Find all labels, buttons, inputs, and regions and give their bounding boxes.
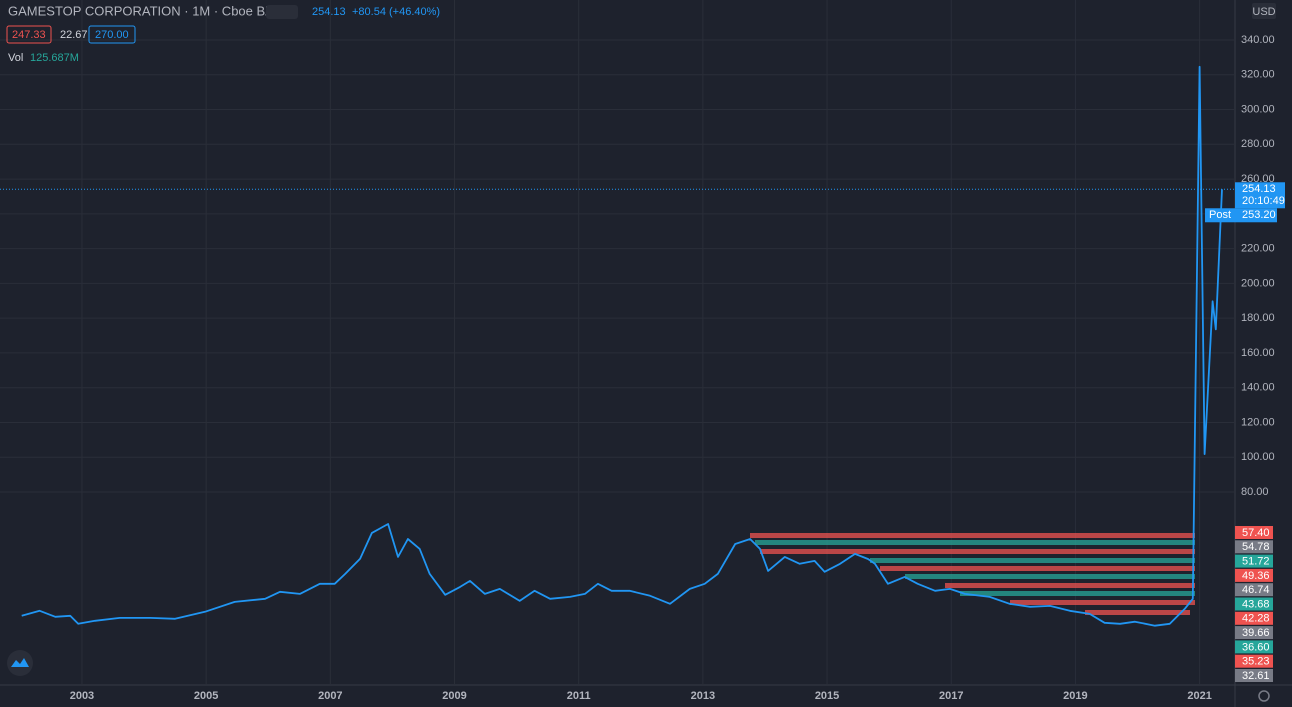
currency: USD xyxy=(1252,6,1275,18)
profile-label-box xyxy=(1235,626,1273,640)
profile-label: 51.72 xyxy=(1242,556,1270,568)
y-tick-label: 260.00 xyxy=(1241,173,1275,185)
y-tick-label: 180.00 xyxy=(1241,312,1275,324)
profile-label: 42.28 xyxy=(1242,613,1270,625)
profile-label-box xyxy=(1235,640,1273,654)
profile-row xyxy=(755,540,1195,545)
y-tick-label: 80.00 xyxy=(1241,486,1269,498)
y-tick-label: 160.00 xyxy=(1241,347,1275,359)
profile-label-box xyxy=(1235,568,1273,582)
profile-label-box xyxy=(1235,540,1273,554)
x-tick-label: 2013 xyxy=(691,690,715,702)
x-tick-label: 2019 xyxy=(1063,690,1087,702)
profile-label: 49.36 xyxy=(1242,570,1270,582)
profile-row xyxy=(870,558,1195,563)
x-tick-label: 2015 xyxy=(815,690,839,702)
volume-label: Vol xyxy=(8,52,23,64)
price-line xyxy=(21,65,1223,627)
x-tick-label: 2011 xyxy=(567,690,591,702)
profile-label-box xyxy=(1235,654,1273,668)
last-price: 254.13 xyxy=(1242,183,1276,195)
profile-row xyxy=(1085,610,1190,615)
y-tick-label: 200.00 xyxy=(1241,277,1275,289)
profile-label: 36.60 xyxy=(1242,641,1270,653)
y-tick-label: 340.00 xyxy=(1241,34,1275,46)
volume-value: 125.687M xyxy=(30,52,79,64)
y-tick-label: 120.00 xyxy=(1241,416,1275,428)
y-tick-label: 100.00 xyxy=(1241,451,1275,463)
profile-row xyxy=(880,566,1195,571)
post-price: 253.20 xyxy=(1242,209,1276,221)
profile-row xyxy=(750,533,1195,538)
logo xyxy=(7,650,33,676)
x-tick-label: 2007 xyxy=(318,690,342,702)
volume-profile xyxy=(750,533,1195,615)
profile-label: 32.61 xyxy=(1242,670,1270,682)
x-tick-label: 2021 xyxy=(1187,690,1211,702)
profile-row xyxy=(760,549,1195,554)
last-price-box xyxy=(1235,182,1285,209)
profile-label-box xyxy=(1235,583,1273,597)
post-label-box xyxy=(1205,208,1277,223)
profile-row xyxy=(945,583,1195,588)
spread: 22.67 xyxy=(60,29,88,41)
currency-box[interactable] xyxy=(1252,3,1276,19)
header-price: 254.13 xyxy=(312,6,346,18)
x-tick-label: 2017 xyxy=(939,690,963,702)
settings[interactable] xyxy=(1258,690,1270,702)
ask: 270.00 xyxy=(95,29,129,41)
profile-label: 46.74 xyxy=(1242,584,1270,596)
y-tick-label: 140.00 xyxy=(1241,382,1275,394)
ask-box xyxy=(88,25,136,44)
profile-label-box xyxy=(1235,597,1273,611)
x-tick-label: 2005 xyxy=(194,690,218,702)
y-tick-label: 320.00 xyxy=(1241,69,1275,81)
y-tick-label: 220.00 xyxy=(1241,243,1275,255)
profile-label: 43.68 xyxy=(1242,598,1270,610)
profile-label-box xyxy=(1235,554,1273,568)
profile-row xyxy=(1010,600,1195,605)
x-tick-label: 2009 xyxy=(442,690,466,702)
symbol-title: GAMESTOP CORPORATION · 1M · Cboe BZX xyxy=(8,3,282,18)
header-change: +80.54 (+46.40%) xyxy=(352,6,440,18)
profile-row xyxy=(905,574,1195,579)
x-tick-label: 2003 xyxy=(70,690,94,702)
market-status[interactable] xyxy=(266,5,298,19)
post-label: Post xyxy=(1209,209,1231,221)
bid: 247.33 xyxy=(12,29,46,41)
profile-label: 35.23 xyxy=(1242,656,1270,668)
y-tick-label: 300.00 xyxy=(1241,103,1275,115)
bid-box xyxy=(6,25,52,44)
profile-label-box xyxy=(1235,611,1273,625)
profile-label: 57.40 xyxy=(1242,527,1270,539)
y-tick-label: 280.00 xyxy=(1241,138,1275,150)
profile-label-box xyxy=(1235,526,1273,539)
logo-icon xyxy=(11,658,29,667)
profile-label: 54.78 xyxy=(1242,541,1270,553)
profile-label: 39.66 xyxy=(1242,627,1270,639)
profile-label-box xyxy=(1235,669,1273,682)
countdown: 20:10:49 xyxy=(1242,195,1285,207)
profile-row xyxy=(960,591,1195,596)
